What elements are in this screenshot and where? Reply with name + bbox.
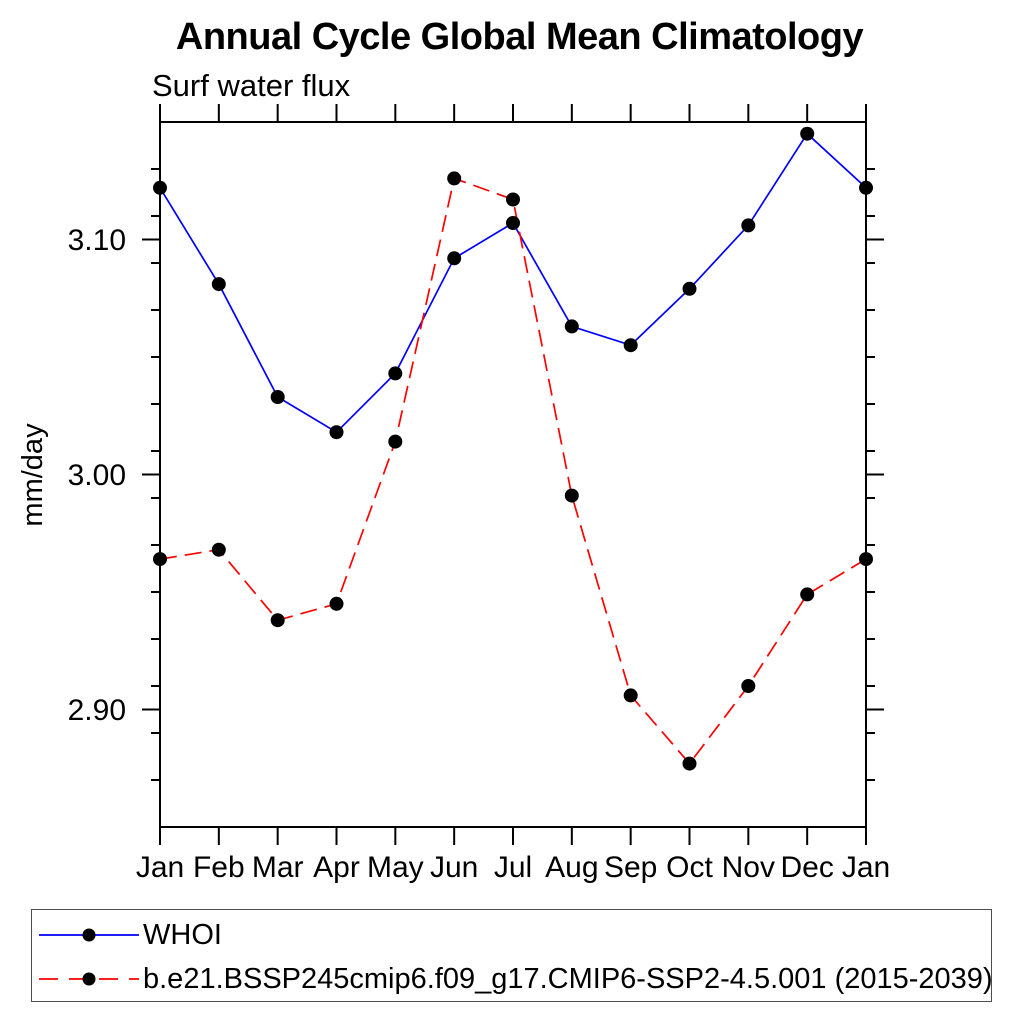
legend-box: WHOI b.e21.BSSP245cmip6.f09_g17.CMIP6-SS… [31, 909, 993, 1002]
data-point-marker [153, 180, 167, 195]
legend-marker-icon [82, 972, 96, 986]
y-tick-label: 3.00 [68, 459, 126, 492]
data-point-marker [388, 366, 403, 381]
series-line-1 [159, 177, 867, 765]
data-point-marker [270, 390, 285, 404]
data-point-marker [447, 171, 462, 186]
x-tick-label: Nov [722, 851, 775, 884]
data-point-marker [623, 688, 638, 703]
data-point-marker [564, 319, 579, 334]
data-point-marker [682, 281, 697, 296]
data-point-marker [329, 425, 344, 440]
data-point-marker [211, 542, 226, 557]
legend-sample-line-whoi [39, 928, 139, 942]
data-point-marker [741, 218, 756, 233]
y-axis-label: mm/day [17, 423, 49, 527]
data-point-marker [153, 552, 167, 567]
legend-label-model: b.e21.BSSP245cmip6.f09_g17.CMIP6-SSP2-4.… [143, 962, 993, 995]
y-tick-label: 2.90 [68, 694, 126, 727]
data-point-marker [741, 679, 756, 693]
x-tick-label: Oct [666, 851, 713, 884]
data-point-marker [388, 434, 403, 449]
x-tick-label: Apr [313, 851, 360, 884]
data-point-marker [623, 338, 638, 353]
y-tick-label: 3.10 [68, 224, 126, 257]
legend-marker-icon [82, 928, 96, 942]
data-point-marker [211, 277, 226, 292]
data-point-marker [329, 596, 344, 611]
x-tick-label: Feb [193, 851, 245, 884]
x-tick-label: Sep [604, 851, 657, 884]
x-tick-label: Mar [252, 851, 304, 884]
data-point-marker [800, 126, 815, 141]
data-point-marker [506, 216, 520, 230]
data-point-marker [447, 251, 462, 266]
legend-entry-model: b.e21.BSSP245cmip6.f09_g17.CMIP6-SSP2-4.… [39, 962, 993, 995]
legend-label-whoi: WHOI [143, 918, 222, 951]
x-tick-label: Jun [430, 851, 478, 884]
data-point-marker [682, 756, 697, 771]
data-point-marker [564, 488, 579, 503]
x-tick-label: Jul [494, 851, 532, 884]
legend-sample-line-model [39, 972, 139, 986]
x-tick-label: Jan [842, 851, 890, 884]
chart-title: Annual Cycle Global Mean Climatology [175, 16, 864, 58]
x-tick-label: Dec [780, 851, 833, 884]
data-point-marker [859, 552, 873, 567]
legend-entry-whoi: WHOI [39, 918, 222, 951]
data-point-marker [270, 613, 285, 628]
x-tick-label: Jan [136, 851, 184, 884]
x-tick-label: Aug [545, 851, 598, 884]
chart-subtitle: Surf water flux [152, 68, 351, 103]
plot-area: Jan Feb Mar Apr May Jun Jul Aug Sep Oct Nov Dec Jan 2… [17, 104, 890, 884]
data-point-marker [859, 180, 873, 195]
data-point-marker [506, 192, 520, 207]
series-line-0 [159, 132, 867, 434]
data-point-marker [800, 587, 815, 602]
x-tick-label: May [367, 851, 424, 884]
